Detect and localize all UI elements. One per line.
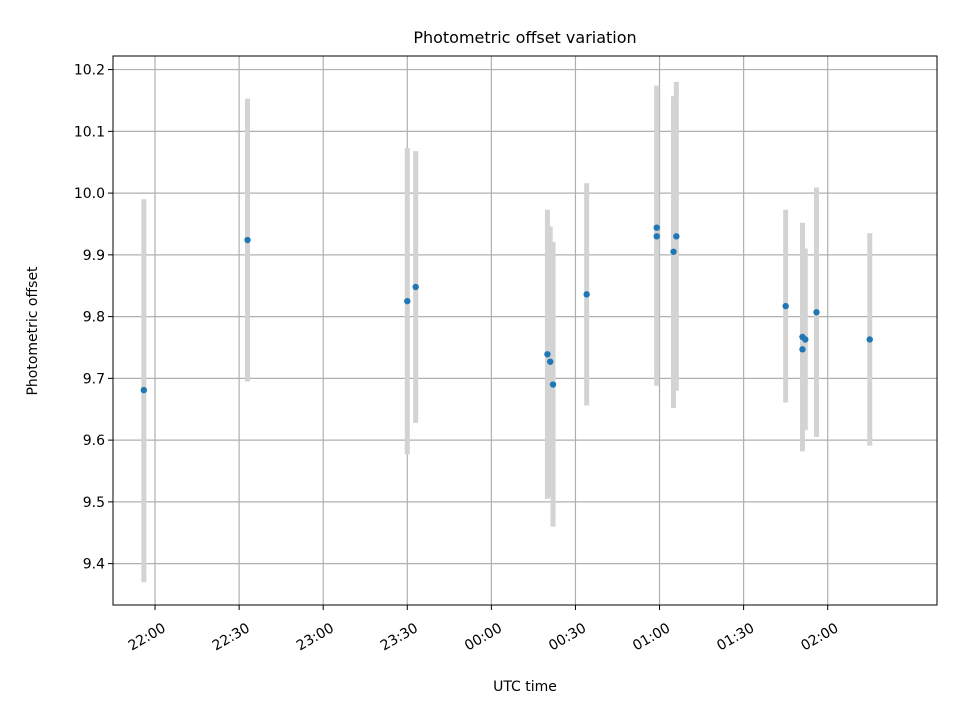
data-point — [583, 291, 590, 298]
x-tick-label: 01:30 — [714, 620, 757, 654]
y-tick-label: 9.7 — [83, 371, 105, 387]
x-tick-label: 00:30 — [546, 620, 589, 654]
errorbars — [141, 81, 873, 583]
x-tick-label: 02:00 — [798, 620, 841, 654]
plot-frame — [112, 55, 938, 606]
x-tick-label: 22:30 — [210, 620, 253, 654]
data-point — [799, 346, 806, 353]
data-point — [653, 224, 660, 231]
data-point — [670, 248, 677, 255]
data-point — [813, 309, 820, 316]
data-point — [412, 283, 419, 291]
data-point — [404, 297, 411, 305]
x-tick-label: 22:00 — [126, 620, 169, 654]
data-point — [782, 302, 789, 310]
y-tick-label: 9.9 — [83, 248, 105, 264]
data-point — [549, 381, 557, 388]
x-axis-label: UTC time — [493, 679, 557, 695]
x-tick-label: 01:00 — [630, 620, 673, 654]
data-point — [244, 236, 251, 244]
data-point — [140, 386, 148, 394]
points — [140, 224, 873, 394]
data-point — [866, 336, 873, 343]
y-tick-label: 10.1 — [74, 124, 105, 140]
x-tick-label: 23:30 — [378, 620, 421, 654]
y-tick-label: 9.4 — [83, 557, 105, 573]
x-axis-ticks: 22:00 22:30 23:00 23:30 00:00 00:30 01:00 01:30… — [126, 605, 841, 654]
y-axis-label: Photometric offset — [25, 266, 41, 396]
data-point — [544, 351, 551, 358]
x-tick-label: 23:00 — [294, 620, 337, 654]
y-tick-label: 10.2 — [74, 63, 105, 79]
y-tick-label: 9.5 — [83, 495, 105, 511]
x-tick-label: 00:00 — [462, 620, 505, 654]
data-point — [673, 233, 680, 240]
y-tick-label: 9.6 — [83, 433, 105, 449]
chart-title: Photometric offset variation — [413, 28, 636, 47]
data-point — [653, 233, 660, 240]
y-axis-ticks: 9.4 9.5 9.6 9.7 9.8 9.9 10.0 10.1 10.2 — [74, 63, 113, 573]
y-tick-label: 9.8 — [83, 310, 105, 326]
y-tick-label: 10.0 — [74, 186, 105, 202]
data-point — [547, 358, 554, 365]
grid — [113, 56, 937, 605]
data-point — [802, 336, 809, 343]
